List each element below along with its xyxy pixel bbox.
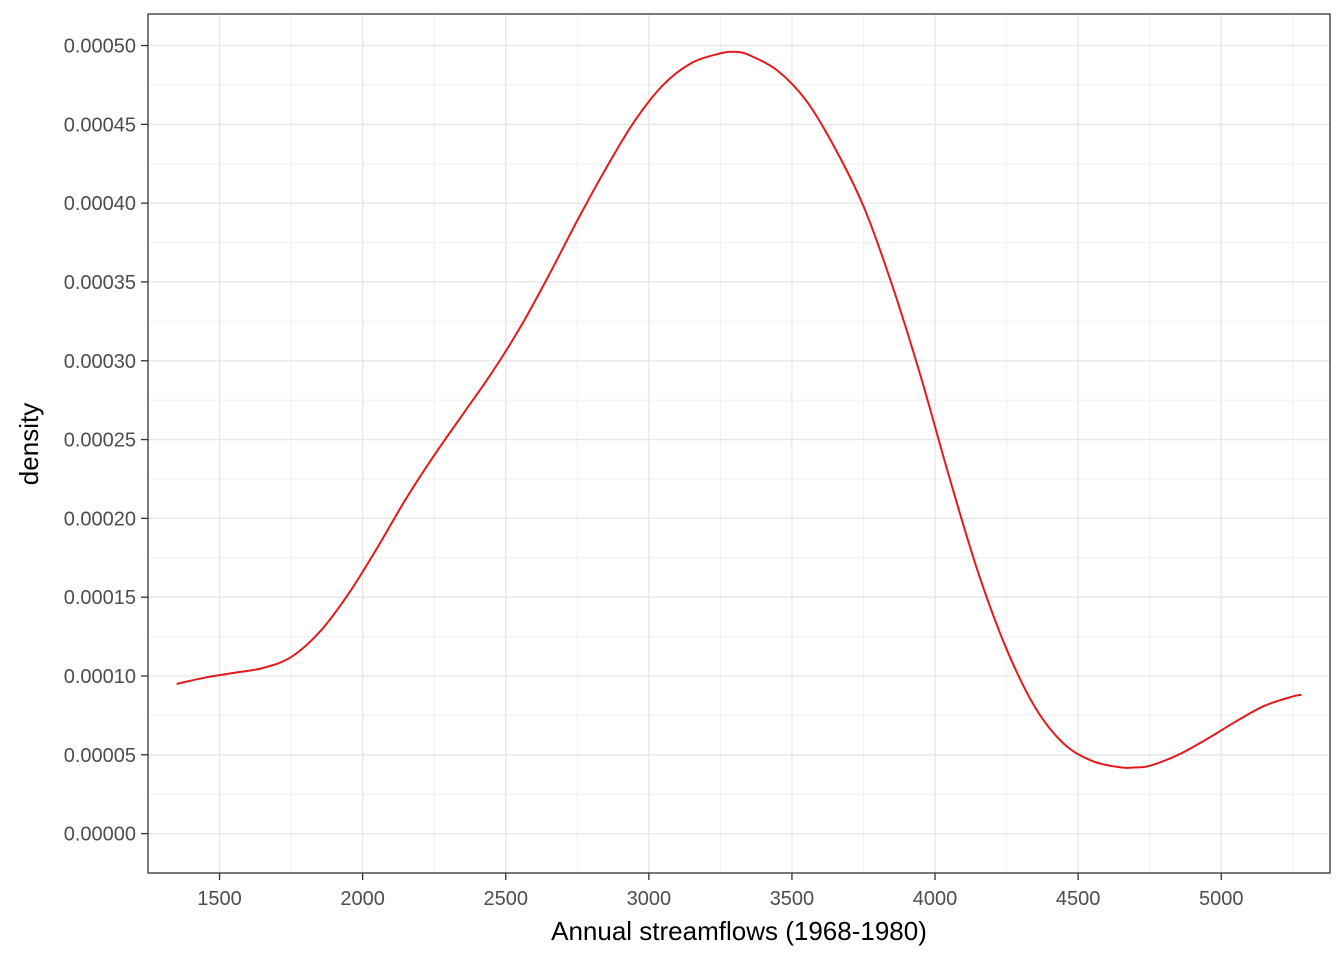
y-tick-label: 0.00045: [64, 114, 136, 136]
y-axis-ticks: 0.00000 0.00005 0.00010 0.00015 0.00020 0.000…: [64, 36, 148, 846]
plot-border: [147, 13, 1331, 874]
x-tick-label: 3000: [627, 888, 672, 910]
y-tick-label: 0.00030: [64, 351, 136, 373]
x-tick-label: 2000: [340, 888, 385, 910]
x-tick-label: 5000: [1199, 888, 1244, 910]
y-tick-label: 0.00005: [64, 745, 136, 767]
y-tick-label: 0.00010: [64, 666, 136, 688]
x-axis-title: Annual streamflows (1968-1980): [551, 916, 927, 946]
plot-background: [148, 14, 1330, 873]
y-tick-label: 0.00025: [64, 430, 136, 452]
major-gridlines: [148, 14, 1330, 873]
y-tick-label: 0.00000: [64, 824, 136, 846]
density-line: [176, 50, 1302, 769]
x-tick-label: 4500: [1056, 888, 1101, 910]
y-tick-label: 0.00040: [64, 193, 136, 215]
y-tick-label: 0.00015: [64, 587, 136, 609]
y-axis-title: density: [14, 403, 44, 485]
y-tick-label: 0.00020: [64, 508, 136, 530]
x-tick-label: 2500: [483, 888, 528, 910]
x-axis-ticks: 1500 2000 2500 3000 3500 4000 4500 5000: [197, 873, 1243, 910]
x-tick-label: 1500: [197, 888, 242, 910]
y-tick-label: 0.00035: [64, 272, 136, 294]
minor-gridlines: [147, 14, 1330, 874]
y-tick-label: 0.00050: [64, 36, 136, 58]
x-tick-label: 4000: [913, 888, 958, 910]
x-tick-label: 3500: [770, 888, 815, 910]
